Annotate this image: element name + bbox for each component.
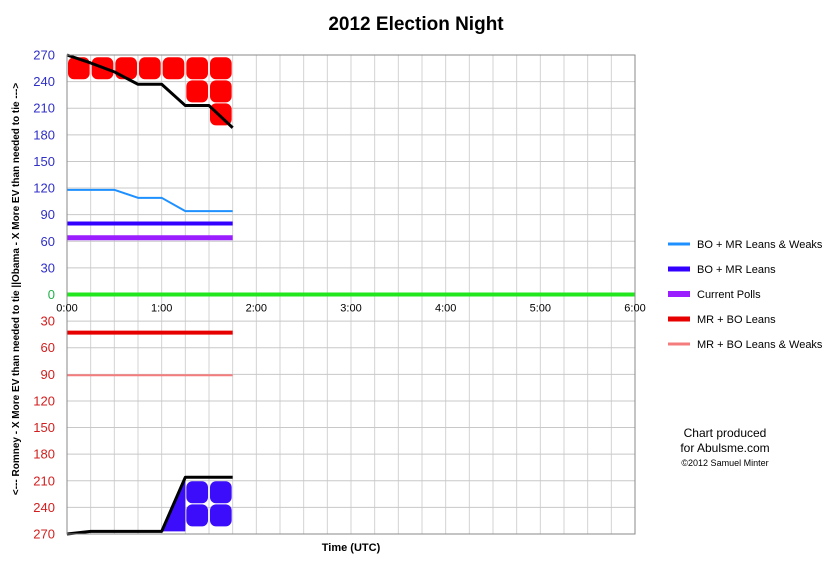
plot-border bbox=[66, 54, 636, 535]
y-axis-label-romney: <--- Romney - X More EV than needed to t… bbox=[11, 282, 22, 495]
romney-win-block bbox=[68, 57, 90, 80]
y-tick-label: 60 bbox=[41, 234, 55, 249]
credit-line-2: for Abulsme.com bbox=[680, 441, 770, 455]
romney-win-block bbox=[162, 57, 185, 80]
y-tick-label: 210 bbox=[33, 473, 55, 488]
x-tick-label: 2:00 bbox=[246, 303, 267, 315]
obama-win-block bbox=[186, 481, 208, 504]
x-tick-label: 5:00 bbox=[530, 303, 551, 315]
y-tick-label: 240 bbox=[33, 74, 55, 89]
x-tick-label: 4:00 bbox=[435, 303, 456, 315]
obama-win-block bbox=[210, 504, 232, 527]
legend-label: MR + BO Leans & Weaks bbox=[697, 339, 823, 351]
y-tick-label: 90 bbox=[41, 367, 55, 382]
y-tick-label: 210 bbox=[33, 101, 55, 116]
legend-label: BO + MR Leans bbox=[697, 264, 776, 276]
y-tick-label: 270 bbox=[33, 527, 55, 542]
y-tick-label: 120 bbox=[33, 181, 55, 196]
chart-title: 2012 Election Night bbox=[328, 14, 504, 35]
romney-win-boundary-line bbox=[66, 475, 233, 536]
chart-credit: Chart produced for Abulsme.com ©2012 Sam… bbox=[660, 426, 790, 471]
y-tick-label: 90 bbox=[41, 207, 55, 222]
legend-label: BO + MR Leans & Weaks bbox=[697, 239, 823, 251]
y-axis-label-obama: Obama - X More EV than needed to tie ---… bbox=[11, 83, 22, 282]
x-tick-label: 0:00 bbox=[56, 303, 77, 315]
y-tick-label: 150 bbox=[33, 420, 55, 435]
y-tick-label: 30 bbox=[41, 314, 55, 329]
romney-win-block bbox=[186, 57, 208, 80]
credit-line-3: ©2012 Samuel Minter bbox=[681, 458, 769, 468]
legend-label: MR + BO Leans bbox=[697, 314, 776, 326]
romney-win-block bbox=[210, 57, 232, 80]
legend-label: Current Polls bbox=[697, 289, 761, 301]
romney-win-block bbox=[139, 57, 161, 80]
y-tick-label: 120 bbox=[33, 393, 55, 408]
y-tick-label: 270 bbox=[33, 48, 55, 63]
x-tick-label: 1:00 bbox=[151, 303, 172, 315]
series-line bbox=[67, 188, 233, 213]
y-tick-label: 150 bbox=[33, 154, 55, 169]
obama-win-block bbox=[210, 481, 232, 504]
x-axis-label: Time (UTC) bbox=[322, 542, 381, 554]
y-tick-label: 60 bbox=[41, 340, 55, 355]
x-tick-label: 3:00 bbox=[340, 303, 361, 315]
credit-line-1: Chart produced bbox=[683, 426, 767, 440]
x-tick-label: 6:00 bbox=[624, 303, 645, 315]
y-tick-label: 180 bbox=[33, 447, 55, 462]
romney-win-block bbox=[186, 80, 208, 103]
obama-win-block bbox=[186, 504, 208, 527]
plot-layer: 270 240 210 180 150 120 90 60 30 0 30 60 90 120 150 180… bbox=[33, 48, 645, 542]
y-tick-label: 30 bbox=[41, 260, 55, 275]
obama-win-boundary-line bbox=[66, 53, 234, 129]
y-tick-label: 0 bbox=[48, 287, 55, 302]
y-tick-label: 240 bbox=[33, 500, 55, 515]
romney-win-block bbox=[210, 80, 232, 103]
romney-win-block bbox=[115, 57, 137, 80]
legend: BO + MR Leans & Weaks BO + MR Leans Curren… bbox=[668, 239, 823, 351]
y-tick-label: 180 bbox=[33, 127, 55, 142]
